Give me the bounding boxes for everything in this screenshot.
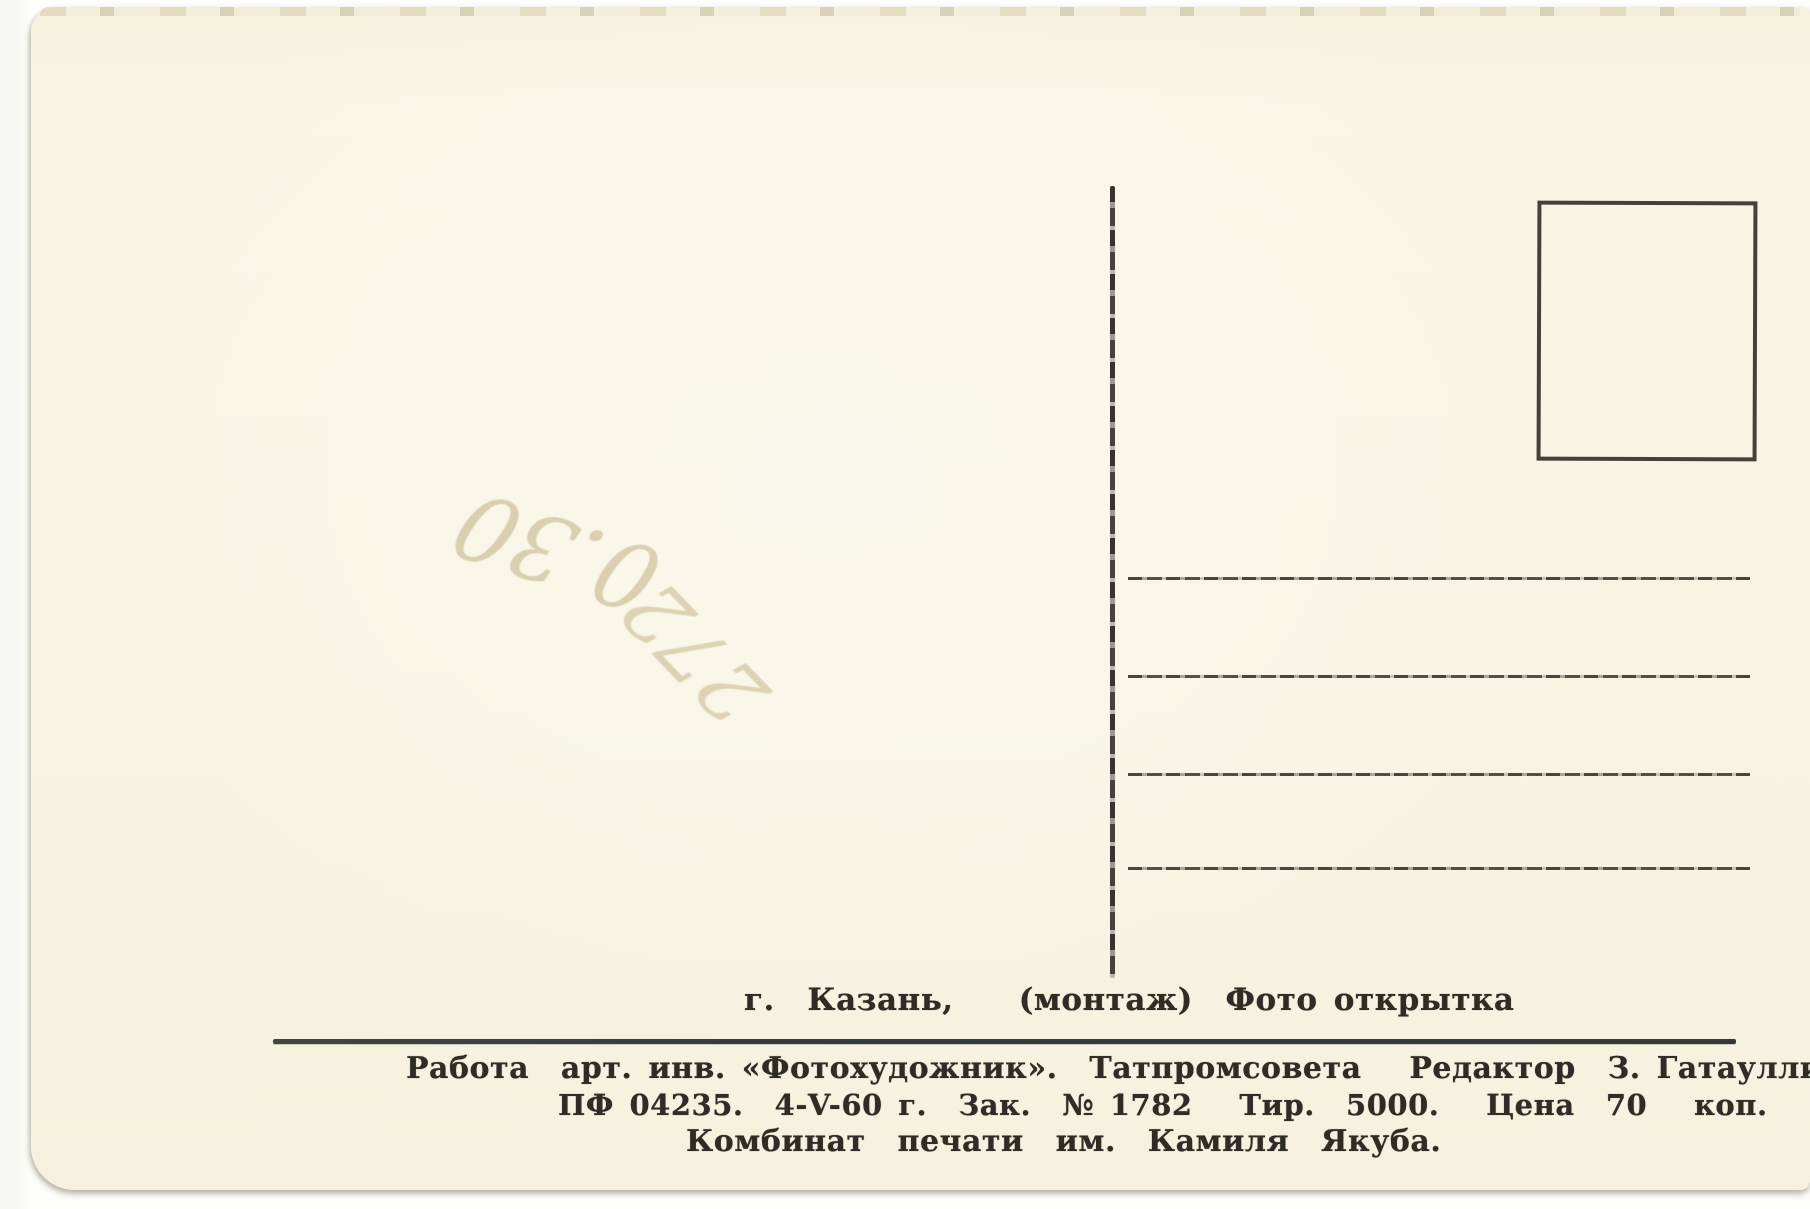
address-line: [1128, 577, 1750, 580]
address-line: [1128, 867, 1750, 870]
imprint-line-publisher: Работа арт. инв. «Фотохудожник». Татпром…: [406, 1051, 1810, 1086]
address-line: [1128, 773, 1750, 776]
address-line: [1128, 675, 1750, 678]
caption-text: г. Казань, (монтаж) Фото открытка: [744, 982, 1515, 1018]
top-edge-grime: [40, 7, 1800, 16]
message-address-divider-line: [1110, 186, 1115, 978]
imprint-line-printing-house: Комбинат печати им. Камиля Якуба.: [686, 1124, 1442, 1159]
imprint-line-order-info: ПФ 04235. 4-V-60 г. Зак. № 1782 Тир. 500…: [558, 1088, 1768, 1122]
postcard-back: [31, 7, 1810, 1190]
separator-rule: [273, 1039, 1736, 1044]
stamp-box: [1536, 200, 1758, 462]
